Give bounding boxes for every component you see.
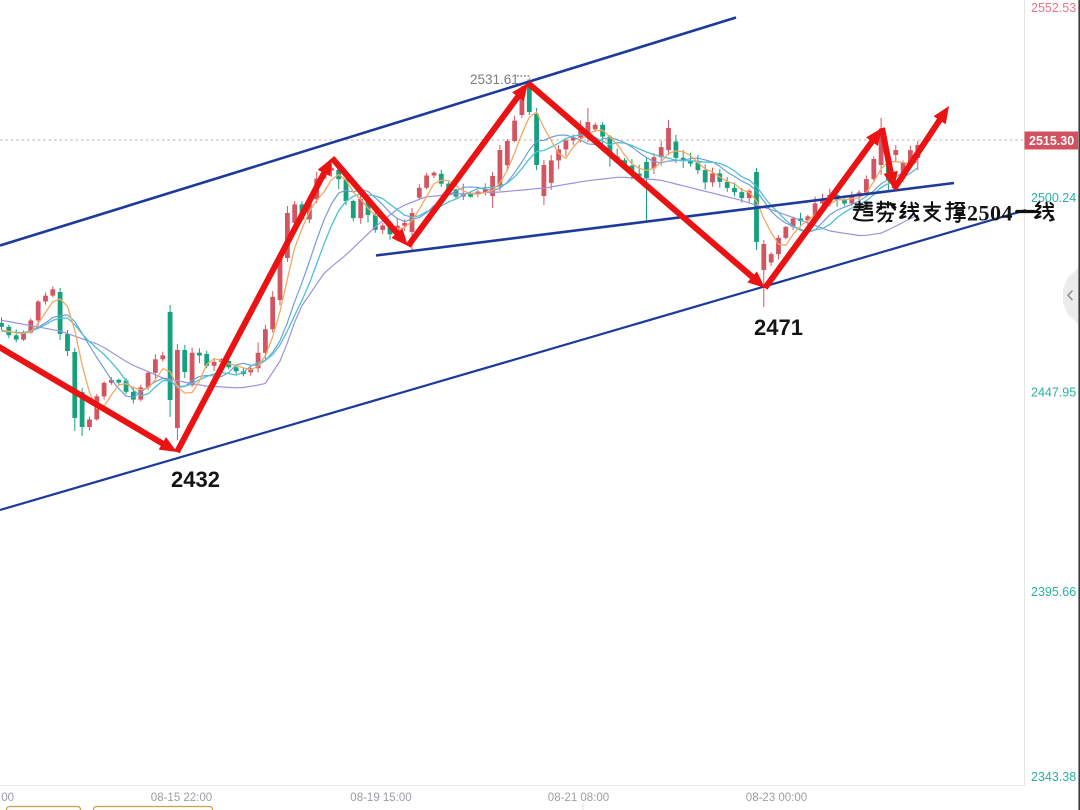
svg-text::00: :00	[0, 792, 14, 804]
svg-text:2531.61: 2531.61	[470, 72, 519, 87]
svg-text:2432: 2432	[171, 467, 220, 492]
svg-text:2471: 2471	[754, 315, 803, 340]
svg-text:2515.30: 2515.30	[1029, 134, 1074, 148]
svg-text:08-15 22:00: 08-15 22:00	[151, 792, 212, 804]
svg-text:08-23 00:00: 08-23 00:00	[746, 792, 807, 804]
svg-text:08-21 08:00: 08-21 08:00	[548, 792, 609, 804]
svg-text:2343.38: 2343.38	[1031, 770, 1076, 784]
svg-text:2500.24: 2500.24	[1031, 191, 1076, 205]
svg-text:2504: 2504	[967, 201, 1013, 226]
svg-text:08-19 15:00: 08-19 15:00	[350, 792, 411, 804]
svg-text:2395.66: 2395.66	[1031, 585, 1076, 599]
svg-text:2447.95: 2447.95	[1031, 386, 1076, 400]
svg-text:2552.53: 2552.53	[1031, 1, 1076, 15]
